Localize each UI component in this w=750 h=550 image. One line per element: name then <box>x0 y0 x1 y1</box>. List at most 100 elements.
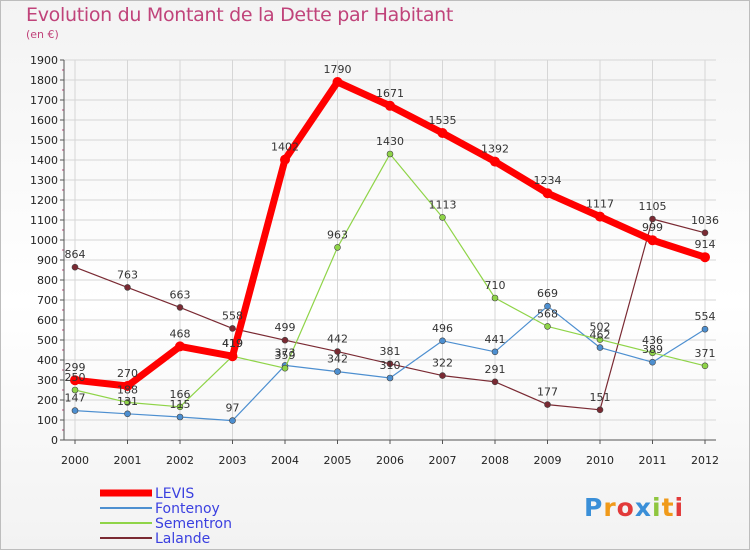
data-label-fontenoy: 310 <box>380 359 401 372</box>
data-label-levis: 419 <box>222 337 243 350</box>
y-tick-label: 300 <box>37 374 58 387</box>
y-tick-label: 1300 <box>30 174 58 187</box>
data-point-sementron <box>701 362 709 370</box>
data-label-lalande: 558 <box>222 309 243 322</box>
data-point-fontenoy <box>491 348 499 356</box>
data-point-fontenoy <box>124 410 131 418</box>
legend-label-levis: LEVIS <box>155 486 194 502</box>
data-point-lalande <box>649 215 656 223</box>
data-point-levis <box>122 381 133 391</box>
data-point-lalande <box>334 348 341 355</box>
data-label-lalande: 151 <box>590 391 611 404</box>
y-tick-label: 700 <box>37 294 58 307</box>
data-point-levis <box>332 77 343 87</box>
data-point-levis <box>385 100 395 111</box>
data-label-lalande: 442 <box>327 333 348 346</box>
legend-label-sementron: Sementron <box>155 516 232 532</box>
data-label-fontenoy: 147 <box>65 392 86 405</box>
data-point-levis <box>437 128 448 138</box>
data-point-sementron <box>124 399 131 406</box>
data-point-levis <box>542 188 553 199</box>
x-tick-label: 2003 <box>219 454 247 467</box>
data-point-sementron <box>596 336 604 343</box>
y-tick-label: 1200 <box>30 194 58 207</box>
data-point-levis <box>175 341 185 352</box>
data-label-lalande: 864 <box>65 248 86 261</box>
x-tick-label: 2011 <box>639 454 667 467</box>
data-label-sementron: 359 <box>275 349 296 362</box>
x-tick-label: 2005 <box>324 454 352 467</box>
data-label-sementron: 1113 <box>429 198 457 211</box>
data-point-lalande <box>491 378 499 386</box>
y-tick-label: 1100 <box>30 214 58 227</box>
data-point-sementron <box>439 214 446 221</box>
data-label-fontenoy: 669 <box>537 287 558 300</box>
data-point-lalande <box>124 284 131 291</box>
data-label-levis: 1790 <box>324 63 352 76</box>
y-tick-label: 1400 <box>30 154 58 167</box>
data-point-sementron <box>71 386 79 394</box>
x-tick-label: 2007 <box>429 454 457 467</box>
y-tick-label: 1900 <box>30 54 58 67</box>
data-point-levis <box>647 235 658 246</box>
data-label-lalande: 763 <box>117 268 138 281</box>
data-label-sementron: 371 <box>695 347 716 360</box>
data-point-fontenoy <box>596 344 604 351</box>
data-point-fontenoy <box>176 413 184 421</box>
series-lines <box>70 77 710 424</box>
data-point-fontenoy <box>334 368 341 375</box>
data-label-lalande: 1105 <box>639 200 667 213</box>
x-tick-label: 2004 <box>271 454 299 467</box>
data-label-sementron: 710 <box>485 279 506 292</box>
data-point-levis <box>595 211 605 222</box>
svg-text:Proxiti: Proxiti <box>584 493 684 522</box>
chart-unit: (en €) <box>26 28 59 41</box>
data-label-fontenoy: 462 <box>590 329 611 342</box>
x-tick-label: 2000 <box>61 454 89 467</box>
data-point-sementron <box>334 244 341 251</box>
legend-label-lalande: Lalande <box>155 531 210 547</box>
data-point-lalande <box>701 229 709 237</box>
y-tick-label: 500 <box>37 334 58 347</box>
data-point-sementron <box>281 364 289 372</box>
data-label-levis: 1535 <box>429 114 457 127</box>
data-label-levis: 299 <box>65 361 86 374</box>
x-tick-label: 2012 <box>691 454 719 467</box>
data-label-levis: 1392 <box>481 143 509 156</box>
data-point-lalande <box>439 372 446 379</box>
data-label-sementron: 250 <box>65 371 86 384</box>
data-label-levis: 1671 <box>376 87 404 100</box>
y-tick-label: 1800 <box>30 74 58 87</box>
data-label-sementron: 166 <box>170 388 191 401</box>
x-tick-label: 2008 <box>481 454 509 467</box>
data-point-lalande <box>176 304 184 311</box>
y-tick-label: 1000 <box>30 234 58 247</box>
data-label-sementron: 436 <box>642 334 663 347</box>
data-label-lalande: 322 <box>432 357 453 370</box>
data-label-levis: 1117 <box>586 198 614 211</box>
data-label-fontenoy: 496 <box>432 322 453 335</box>
y-tick-label: 800 <box>37 274 58 287</box>
x-tick-label: 2006 <box>376 454 404 467</box>
data-point-levis <box>490 156 500 167</box>
y-tick-label: 0 <box>51 434 58 447</box>
data-label-levis: 468 <box>170 327 191 340</box>
data-label-sementron: 568 <box>537 307 558 320</box>
data-label-lalande: 291 <box>485 363 506 376</box>
legend-label-fontenoy: Fontenoy <box>155 501 220 517</box>
data-label-lalande: 381 <box>380 345 401 358</box>
data-label-levis: 270 <box>117 367 138 380</box>
data-label-sementron: 419 <box>222 337 243 350</box>
data-point-sementron <box>176 403 184 411</box>
data-point-levis <box>227 351 238 362</box>
data-label-lalande: 1036 <box>691 214 719 227</box>
data-point-fontenoy <box>71 407 79 414</box>
data-point-lalande <box>386 360 394 368</box>
axes: 0 100 200 300 400 500 600 700 800 900 1000 1100 1200… <box>30 54 719 467</box>
data-label-fontenoy: 97 <box>226 402 240 415</box>
data-label-levis: 1402 <box>271 141 299 154</box>
data-label-fontenoy: 389 <box>642 343 663 356</box>
data-point-lalande <box>544 401 551 408</box>
